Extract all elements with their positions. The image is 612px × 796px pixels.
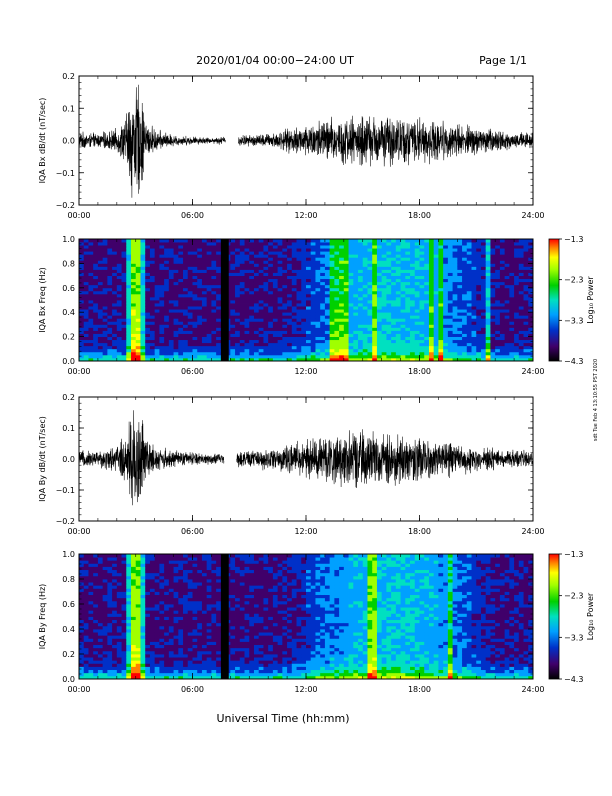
y-tick-label: −0.1 bbox=[56, 169, 75, 178]
colorbar-tick-label: −2.3 bbox=[564, 592, 583, 601]
y-tick-label: 0.1 bbox=[62, 104, 75, 113]
y-tick-label: 0.8 bbox=[62, 575, 75, 584]
colorbar-tick-label: −4.3 bbox=[564, 675, 583, 684]
x-tick-label: 06:00 bbox=[181, 367, 204, 376]
y-tick-label: 0.0 bbox=[62, 675, 75, 684]
y-tick-label: 0.4 bbox=[62, 625, 75, 634]
panel-3: −0.2 −0.1 0.0 0.1 0.2 00:00 06:00 12:00 18:00 24:… bbox=[38, 393, 545, 536]
colorbar bbox=[549, 554, 559, 679]
y-axis-label: IQA Bx dB/dt (nT/sec) bbox=[38, 98, 47, 184]
y-tick-label: −0.1 bbox=[56, 486, 75, 495]
x-tick-label: 06:00 bbox=[181, 211, 204, 220]
x-tick-label: 06:00 bbox=[181, 685, 204, 694]
colorbar-tick-label: −2.3 bbox=[564, 276, 583, 285]
panel-2: −1.3 −2.3 −3.3 −4.3 Log₁₀ Power 0.0 0.2 0.4 0.6 0… bbox=[38, 235, 595, 376]
x-tick-label: 06:00 bbox=[181, 527, 204, 536]
x-tick-label: 00:00 bbox=[67, 211, 90, 220]
colorbar-tick-label: −1.3 bbox=[564, 550, 583, 559]
heatmap-cells bbox=[79, 554, 533, 679]
x-tick-label: 18:00 bbox=[408, 685, 431, 694]
data-gap bbox=[221, 554, 229, 679]
y-tick-label: 0.8 bbox=[62, 259, 75, 268]
y-axis-label: IQA By Freq (Hz) bbox=[38, 584, 47, 650]
y-axis-label: IQA Bx Freq (Hz) bbox=[38, 267, 47, 333]
y-tick-label: −0.2 bbox=[56, 517, 75, 526]
x-tick-label: 18:00 bbox=[408, 527, 431, 536]
data-gap bbox=[221, 239, 229, 361]
y-tick-label: 1.0 bbox=[62, 235, 75, 244]
header-date-range: 2020/01/04 00:00−24:00 UT bbox=[196, 54, 354, 67]
colorbar-tick-label: −3.3 bbox=[564, 633, 583, 642]
heatmap-cells bbox=[79, 239, 533, 361]
y-tick-label: 0.4 bbox=[62, 308, 75, 317]
panel-1: −0.2 −0.1 0.0 0.1 0.2 00:00 06:00 12:00 18:00 24:… bbox=[38, 72, 545, 220]
y-tick-label: 0.0 bbox=[62, 455, 75, 464]
x-tick-label: 12:00 bbox=[294, 685, 317, 694]
x-tick-label: 00:00 bbox=[67, 685, 90, 694]
colorbar-label: Log₁₀ Power bbox=[586, 276, 595, 324]
x-axis-label: Universal Time (hh:mm) bbox=[217, 712, 350, 725]
y-tick-label: 0.6 bbox=[62, 600, 75, 609]
colorbar-label: Log₁₀ Power bbox=[586, 592, 595, 640]
x-tick-label: 00:00 bbox=[67, 367, 90, 376]
y-tick-label: 0.2 bbox=[62, 72, 75, 81]
series-line bbox=[79, 410, 533, 505]
y-tick-label: 1.0 bbox=[62, 550, 75, 559]
colorbar bbox=[549, 239, 559, 361]
side-note: sdt Tue Feb 4 13:10:55 PST 2020 bbox=[593, 359, 599, 441]
series-line bbox=[79, 85, 533, 198]
x-tick-label: 12:00 bbox=[294, 527, 317, 536]
x-tick-label: 12:00 bbox=[294, 367, 317, 376]
y-axis-label: IQA By dB/dt (nT/sec) bbox=[38, 416, 47, 502]
header-page-number: Page 1/1 bbox=[479, 54, 527, 67]
colorbar-tick-label: −4.3 bbox=[564, 357, 583, 366]
x-tick-label: 18:00 bbox=[408, 211, 431, 220]
x-tick-label: 12:00 bbox=[294, 211, 317, 220]
y-tick-label: 0.2 bbox=[62, 333, 75, 342]
x-tick-label: 24:00 bbox=[521, 527, 544, 536]
y-tick-label: 0.2 bbox=[62, 393, 75, 402]
y-tick-label: 0.0 bbox=[62, 137, 75, 146]
x-tick-label: 24:00 bbox=[521, 367, 544, 376]
x-tick-label: 24:00 bbox=[521, 685, 544, 694]
panel-4: −1.3 −2.3 −3.3 −4.3 Log₁₀ Power 0.0 0.2 0.4 0.6 0… bbox=[38, 550, 595, 694]
y-tick-label: −0.2 bbox=[56, 201, 75, 210]
y-tick-label: 0.1 bbox=[62, 424, 75, 433]
y-tick-label: 0.0 bbox=[62, 357, 75, 366]
x-tick-label: 24:00 bbox=[521, 211, 544, 220]
colorbar-tick-label: −3.3 bbox=[564, 316, 583, 325]
x-tick-label: 18:00 bbox=[408, 367, 431, 376]
x-tick-label: 00:00 bbox=[67, 527, 90, 536]
y-tick-label: 0.2 bbox=[62, 650, 75, 659]
colorbar-tick-label: −1.3 bbox=[564, 235, 583, 244]
y-tick-label: 0.6 bbox=[62, 284, 75, 293]
